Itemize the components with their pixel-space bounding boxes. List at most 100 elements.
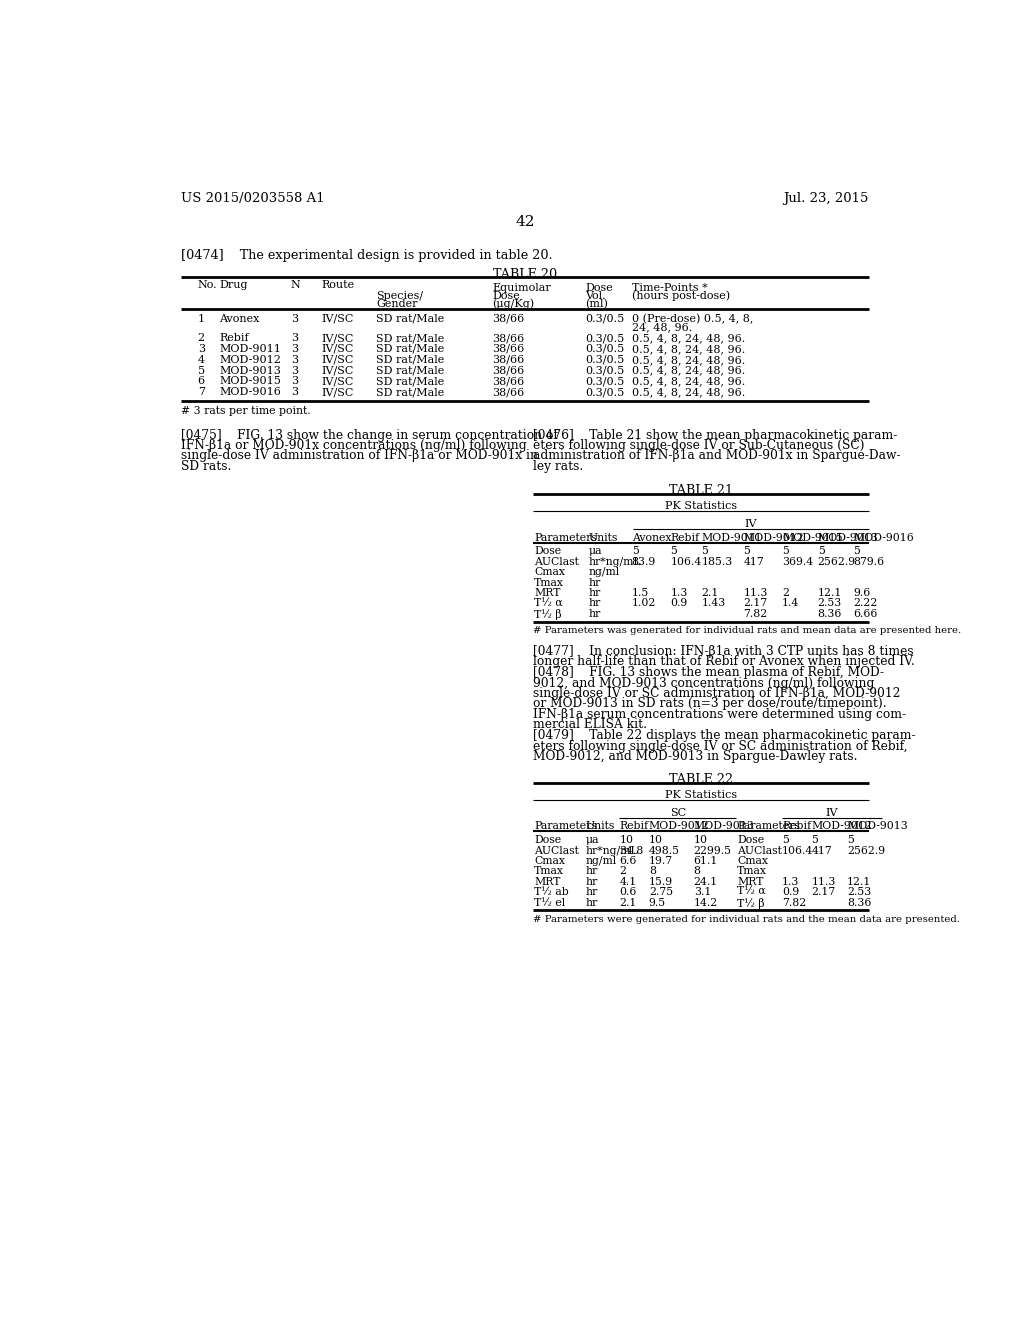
Text: 8.36: 8.36 <box>847 898 871 908</box>
Text: Tmax: Tmax <box>535 578 564 587</box>
Text: IV/SC: IV/SC <box>322 345 354 354</box>
Text: (ml): (ml) <box>586 298 608 309</box>
Text: [0474]    The experimental design is provided in table 20.: [0474] The experimental design is provid… <box>180 249 552 263</box>
Text: MRT: MRT <box>535 876 560 887</box>
Text: 14.2: 14.2 <box>693 898 718 908</box>
Text: 417: 417 <box>743 557 764 566</box>
Text: SD rat/Male: SD rat/Male <box>376 345 444 354</box>
Text: IV/SC: IV/SC <box>322 366 354 375</box>
Text: 24, 48, 96.: 24, 48, 96. <box>632 322 692 333</box>
Text: 3: 3 <box>291 387 298 397</box>
Text: 24.1: 24.1 <box>693 876 718 887</box>
Text: Units: Units <box>586 821 614 832</box>
Text: PK Statistics: PK Statistics <box>665 789 737 800</box>
Text: MOD-9015: MOD-9015 <box>219 376 282 387</box>
Text: MOD-9012, and MOD-9013 in Spargue-Dawley rats.: MOD-9012, and MOD-9013 in Spargue-Dawley… <box>532 750 857 763</box>
Text: 7.82: 7.82 <box>782 898 806 908</box>
Text: 38/66: 38/66 <box>493 366 524 375</box>
Text: SD rat/Male: SD rat/Male <box>376 333 444 343</box>
Text: 185.3: 185.3 <box>701 557 733 566</box>
Text: 5: 5 <box>632 546 639 557</box>
Text: Route: Route <box>322 280 355 290</box>
Text: 61.1: 61.1 <box>693 857 718 866</box>
Text: 5: 5 <box>743 546 751 557</box>
Text: hr: hr <box>586 876 597 887</box>
Text: TABLE 21: TABLE 21 <box>669 484 733 498</box>
Text: 38/66: 38/66 <box>493 376 524 387</box>
Text: 5: 5 <box>812 836 818 845</box>
Text: 2.22: 2.22 <box>853 598 878 609</box>
Text: 38/66: 38/66 <box>493 345 524 354</box>
Text: 10: 10 <box>649 836 663 845</box>
Text: SD rat/Male: SD rat/Male <box>376 314 444 323</box>
Text: MOD-9013: MOD-9013 <box>693 821 755 832</box>
Text: 5: 5 <box>853 546 860 557</box>
Text: Drug: Drug <box>219 280 248 290</box>
Text: T½ α: T½ α <box>535 598 563 609</box>
Text: 4.1: 4.1 <box>620 876 637 887</box>
Text: 0.5, 4, 8, 24, 48, 96.: 0.5, 4, 8, 24, 48, 96. <box>632 333 745 343</box>
Text: IV/SC: IV/SC <box>322 387 354 397</box>
Text: 498.5: 498.5 <box>649 846 680 855</box>
Text: hr: hr <box>586 887 597 898</box>
Text: Dose: Dose <box>586 284 613 293</box>
Text: TABLE 22: TABLE 22 <box>669 774 733 785</box>
Text: 6: 6 <box>198 376 205 387</box>
Text: μa: μa <box>589 546 602 557</box>
Text: AUClast: AUClast <box>535 846 579 855</box>
Text: or MOD-9013 in SD rats (n=3 per dose/route/timepoint).: or MOD-9013 in SD rats (n=3 per dose/rou… <box>532 697 886 710</box>
Text: 38/66: 38/66 <box>493 387 524 397</box>
Text: eters following single-dose IV or SC administration of Rebif,: eters following single-dose IV or SC adm… <box>532 739 907 752</box>
Text: hr: hr <box>586 898 597 908</box>
Text: 2: 2 <box>198 333 205 343</box>
Text: US 2015/0203558 A1: US 2015/0203558 A1 <box>180 193 325 206</box>
Text: ley rats.: ley rats. <box>532 459 583 473</box>
Text: Rebif: Rebif <box>782 821 811 832</box>
Text: MOD-9015: MOD-9015 <box>782 533 843 543</box>
Text: MOD-9013: MOD-9013 <box>847 821 908 832</box>
Text: 3: 3 <box>198 345 205 354</box>
Text: MRT: MRT <box>535 589 560 598</box>
Text: 5: 5 <box>701 546 709 557</box>
Text: 5: 5 <box>198 366 205 375</box>
Text: 38/66: 38/66 <box>493 314 524 323</box>
Text: Dose: Dose <box>535 836 561 845</box>
Text: hr: hr <box>586 866 597 876</box>
Text: 5: 5 <box>671 546 677 557</box>
Text: Cmax: Cmax <box>737 857 768 866</box>
Text: MOD-9013: MOD-9013 <box>219 366 282 375</box>
Text: MRT: MRT <box>737 876 764 887</box>
Text: [0475]    FIG. 13 show the change in serum concentration of: [0475] FIG. 13 show the change in serum … <box>180 429 558 442</box>
Text: 2.1: 2.1 <box>701 589 719 598</box>
Text: 5: 5 <box>782 546 788 557</box>
Text: Avonex: Avonex <box>219 314 260 323</box>
Text: single-dose IV or SC administration of IFN-β1a, MOD-9012: single-dose IV or SC administration of I… <box>532 686 900 700</box>
Text: Cmax: Cmax <box>535 857 565 866</box>
Text: hr*ng/mL: hr*ng/mL <box>586 846 638 855</box>
Text: 417: 417 <box>812 846 833 855</box>
Text: 9.6: 9.6 <box>853 589 870 598</box>
Text: # Parameters was generated for individual rats and mean data are presented here.: # Parameters was generated for individua… <box>532 626 961 635</box>
Text: # 3 rats per time point.: # 3 rats per time point. <box>180 405 310 416</box>
Text: 0.5, 4, 8, 24, 48, 96.: 0.5, 4, 8, 24, 48, 96. <box>632 387 745 397</box>
Text: 6.66: 6.66 <box>853 609 878 619</box>
Text: 6.6: 6.6 <box>620 857 637 866</box>
Text: 5: 5 <box>847 836 854 845</box>
Text: [0477]    In conclusion: IFN-β1a with 3 CTP units has 8 times: [0477] In conclusion: IFN-β1a with 3 CTP… <box>532 644 913 657</box>
Text: 7.82: 7.82 <box>743 609 768 619</box>
Text: IV: IV <box>744 519 758 529</box>
Text: 0.3/0.5: 0.3/0.5 <box>586 376 625 387</box>
Text: 1.3: 1.3 <box>671 589 688 598</box>
Text: 879.6: 879.6 <box>853 557 885 566</box>
Text: MOD-9011: MOD-9011 <box>701 533 762 543</box>
Text: 8: 8 <box>693 866 700 876</box>
Text: hr: hr <box>589 598 601 609</box>
Text: 34.8: 34.8 <box>620 846 644 855</box>
Text: 2562.9: 2562.9 <box>847 846 886 855</box>
Text: T½ α: T½ α <box>737 887 766 898</box>
Text: hr*ng/mL: hr*ng/mL <box>589 557 641 566</box>
Text: Time-Points *: Time-Points * <box>632 284 708 293</box>
Text: 2.1: 2.1 <box>620 898 637 908</box>
Text: 0.5, 4, 8, 24, 48, 96.: 0.5, 4, 8, 24, 48, 96. <box>632 366 745 375</box>
Text: SD rat/Male: SD rat/Male <box>376 366 444 375</box>
